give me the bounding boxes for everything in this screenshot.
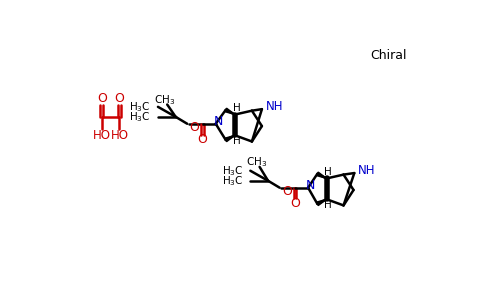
Text: O: O [290, 196, 300, 210]
Text: NH: NH [358, 164, 376, 177]
Text: O: O [115, 92, 124, 105]
Text: CH$_3$: CH$_3$ [246, 155, 267, 169]
Polygon shape [317, 172, 327, 178]
Polygon shape [225, 108, 235, 115]
Text: H$_3$C: H$_3$C [222, 164, 243, 178]
Text: H: H [233, 103, 241, 113]
Text: CH$_3$: CH$_3$ [153, 93, 175, 107]
Text: HO: HO [93, 129, 111, 142]
Text: H: H [324, 167, 332, 177]
Text: H: H [324, 200, 332, 210]
Text: Chiral: Chiral [371, 49, 407, 62]
Polygon shape [225, 135, 235, 142]
Text: H$_3$C: H$_3$C [222, 174, 243, 188]
Text: O: O [282, 185, 292, 198]
Text: NH: NH [266, 100, 283, 113]
Text: H$_3$C: H$_3$C [129, 110, 151, 124]
Polygon shape [317, 199, 327, 206]
Text: O: O [97, 92, 106, 105]
Text: O: O [190, 121, 199, 134]
Text: H$_3$C: H$_3$C [129, 100, 151, 114]
Text: N: N [213, 115, 223, 128]
Text: O: O [197, 134, 208, 146]
Text: H: H [233, 136, 241, 146]
Text: HO: HO [110, 129, 128, 142]
Text: N: N [306, 179, 315, 192]
